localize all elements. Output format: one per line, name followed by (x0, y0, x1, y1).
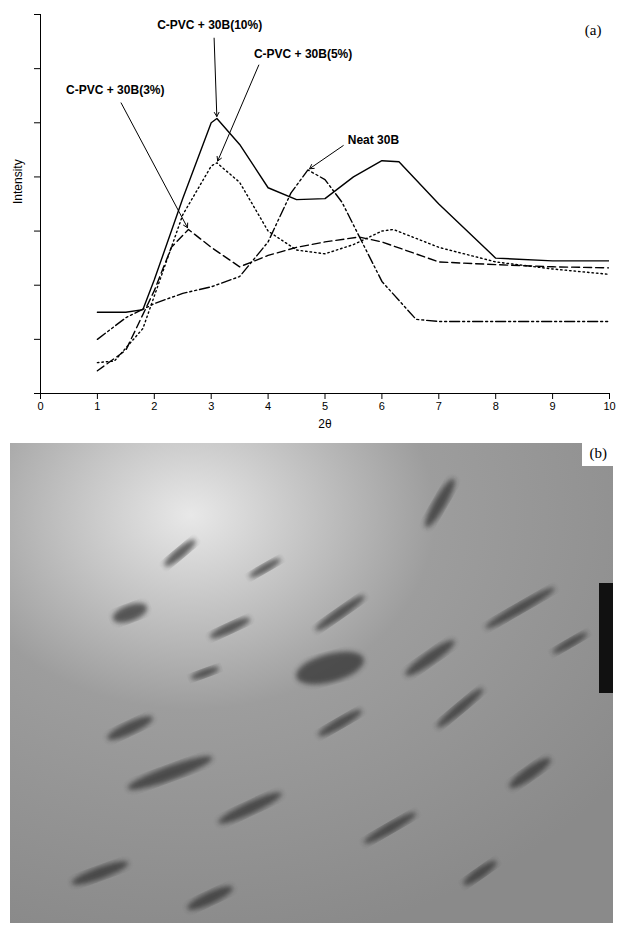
svg-text:Neat 30B: Neat 30B (348, 133, 400, 147)
svg-text:C-PVC + 30B(10%): C-PVC + 30B(10%) (157, 18, 262, 32)
svg-text:0: 0 (37, 400, 43, 412)
html-text:(b): (b) (589, 445, 607, 461)
svg-text:7: 7 (436, 400, 442, 412)
svg-text:1: 1 (94, 400, 100, 412)
svg-text:9: 9 (550, 400, 556, 412)
svg-text:6: 6 (379, 400, 385, 412)
svg-text:3: 3 (208, 400, 214, 412)
svg-text:10: 10 (603, 400, 615, 412)
svg-text:8: 8 (493, 400, 499, 412)
svg-text:C-PVC + 30B(3%): C-PVC + 30B(3%) (66, 83, 164, 97)
svg-text:(a): (a) (585, 22, 602, 39)
svg-text:5: 5 (322, 400, 328, 412)
svg-text:2: 2 (151, 400, 157, 412)
svg-text:Intensity: Intensity (11, 159, 25, 204)
svg-text:2θ: 2θ (318, 417, 332, 431)
svg-text:C-PVC + 30B(5%): C-PVC + 30B(5%) (254, 47, 352, 61)
svg-text:4: 4 (265, 400, 271, 412)
